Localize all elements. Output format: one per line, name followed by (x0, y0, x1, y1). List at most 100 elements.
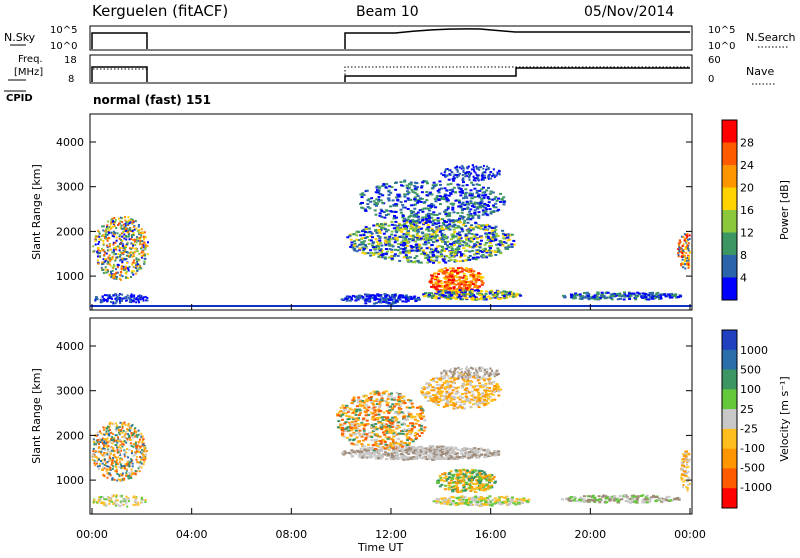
echo-cell (129, 473, 131, 475)
echo-cell (135, 497, 137, 499)
echo-cell (117, 456, 119, 458)
echo-cell (493, 236, 496, 238)
echo-cell (442, 234, 445, 236)
echo-cell (113, 295, 115, 297)
echo-cell (485, 224, 488, 226)
echo-cell (479, 246, 482, 248)
echo-cell (432, 262, 435, 264)
echo-cell (367, 423, 370, 425)
echo-cell (109, 260, 111, 262)
echo-cell (462, 287, 465, 289)
echo-cell (493, 168, 495, 170)
echo-cell (119, 302, 121, 304)
echo-cell (375, 214, 378, 216)
echo-cell (107, 227, 109, 229)
echo-cell (465, 277, 468, 279)
echo-cell (395, 403, 398, 405)
echo-cell (427, 254, 430, 256)
echo-cell (504, 242, 507, 244)
echo-cell (142, 297, 144, 299)
echo-cell (398, 409, 401, 411)
echo-cell (404, 419, 407, 421)
echo-cell (394, 224, 397, 226)
echo-cell (121, 474, 123, 476)
echo-cell (651, 292, 654, 294)
echo-cell (126, 271, 128, 273)
echo-cell (358, 456, 361, 458)
echo-cell (400, 201, 403, 203)
echo-cell (138, 253, 140, 255)
echo-cell (476, 238, 479, 240)
echo-cell (111, 436, 113, 438)
echo-cell (375, 198, 378, 200)
echo-cell (393, 227, 396, 229)
echo-cell (420, 238, 423, 240)
echo-cell (388, 412, 391, 414)
echo-cell (115, 249, 117, 251)
echo-cell (370, 456, 373, 458)
echo-cell (414, 188, 417, 190)
echo-cell (93, 443, 95, 445)
echo-cell (459, 251, 462, 253)
echo-cell (466, 201, 469, 203)
echo-cell (398, 260, 401, 262)
echo-cell (375, 232, 378, 234)
echo-cell (112, 258, 114, 260)
freq-tick-bottom: 8 (68, 74, 74, 85)
echo-cell (368, 406, 371, 408)
echo-cell (115, 268, 117, 270)
echo-cell (480, 280, 483, 282)
echo-cell (360, 451, 363, 453)
echo-cell (404, 442, 407, 444)
echo-cell (100, 239, 102, 241)
echo-cell (426, 257, 429, 259)
echo-cell (141, 456, 143, 458)
echo-cell (414, 250, 417, 252)
echo-cell (129, 238, 131, 240)
echo-cell (418, 226, 421, 228)
echo-cell (480, 237, 483, 239)
echo-cell (680, 251, 682, 253)
echo-cell (133, 226, 135, 228)
echo-cell (111, 423, 113, 425)
echo-cell (618, 293, 621, 295)
echo-cell (125, 245, 127, 247)
echo-cell (359, 412, 362, 414)
echo-cell (446, 215, 449, 217)
echo-cell (442, 248, 445, 250)
echo-cell (444, 267, 447, 269)
echo-cell (123, 430, 125, 432)
echo-cell (449, 229, 452, 231)
echo-cell (423, 430, 426, 432)
echo-cell (349, 408, 352, 410)
echo-cell (654, 297, 657, 299)
echo-cell (419, 247, 422, 249)
echo-cell (414, 241, 417, 243)
echo-cell (350, 402, 353, 404)
echo-cell (679, 295, 682, 297)
echo-cell (430, 248, 433, 250)
echo-cell (125, 472, 127, 474)
echo-cell (358, 430, 361, 432)
echo-cell (388, 302, 391, 304)
echo-cell (361, 237, 364, 239)
echo-cell (400, 212, 403, 214)
echo-cell (350, 435, 353, 437)
echo-cell (107, 437, 109, 439)
echo-cell (678, 242, 680, 244)
echo-cell (484, 175, 486, 177)
echo-cell (100, 299, 102, 301)
echo-cell (407, 197, 410, 199)
echo-cell (112, 433, 114, 435)
echo-cell (450, 275, 453, 277)
echo-cell (403, 193, 406, 195)
echo-cell (467, 457, 470, 459)
echo-cell (416, 453, 419, 455)
echo-cell (118, 446, 120, 448)
echo-cell (448, 169, 450, 171)
echo-cell (499, 201, 502, 203)
echo-cell (482, 176, 484, 178)
echo-cell (122, 427, 124, 429)
echo-cell (619, 298, 622, 300)
echo-cell (389, 406, 392, 408)
